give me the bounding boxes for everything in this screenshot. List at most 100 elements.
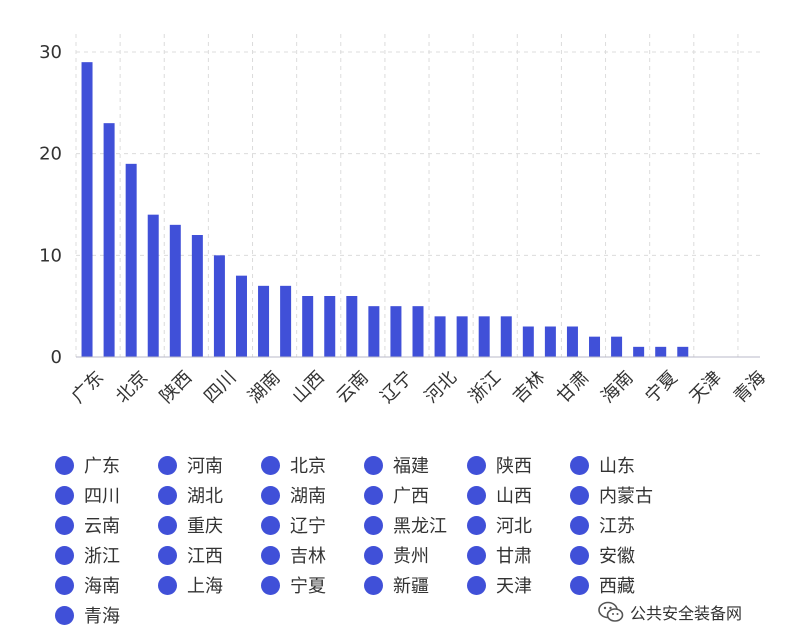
legend-marker [570, 455, 589, 475]
bar [456, 316, 468, 357]
legend-item[interactable]: 山东 [570, 450, 673, 480]
legend-label: 广东 [84, 456, 120, 477]
legend-marker [467, 575, 486, 595]
legend-item[interactable]: 黑龙江 [364, 510, 467, 540]
legend-item[interactable]: 湖南 [261, 480, 364, 510]
legend-item[interactable]: 新疆 [364, 570, 467, 600]
legend-marker [467, 485, 486, 505]
legend-label: 重庆 [187, 516, 223, 537]
legend-label: 西藏 [599, 576, 635, 597]
legend-item[interactable]: 内蒙古 [570, 480, 673, 510]
bar [125, 163, 137, 357]
bar [390, 306, 402, 357]
legend-item[interactable]: 陕西 [467, 450, 570, 480]
legend-item[interactable]: 云南 [55, 510, 158, 540]
watermark: 公共安全装备网 [598, 598, 742, 626]
legend-item[interactable]: 江苏 [570, 510, 673, 540]
bar [280, 285, 292, 357]
bar-chart: 0 10 20 30 广东 北京 陕西 四川 湖南 山西 云南 辽宁 河北 浙江 吉林 甘肃 海南 宁夏 天津 青海 [39, 34, 770, 407]
legend-marker [570, 545, 589, 565]
x-tick-label: 四川 [200, 367, 240, 407]
legend-marker [158, 575, 177, 595]
x-tick-label: 辽宁 [377, 367, 417, 407]
legend-label: 河南 [187, 456, 223, 477]
x-tick-label: 北京 [112, 367, 152, 407]
legend-item[interactable]: 贵州 [364, 540, 467, 570]
legend-label: 海南 [84, 576, 120, 597]
watermark-text: 公共安全装备网 [630, 604, 743, 623]
legend-label: 宁夏 [290, 576, 326, 597]
bar [368, 306, 380, 357]
legend-item[interactable]: 辽宁 [261, 510, 364, 540]
wechat-icon [598, 601, 624, 622]
legend-item[interactable]: 四川 [55, 480, 158, 510]
legend-marker [158, 515, 177, 535]
bar [412, 306, 424, 357]
legend-marker [364, 485, 383, 505]
legend-label: 安徽 [599, 546, 635, 567]
legend-item[interactable]: 宁夏 [261, 570, 364, 600]
x-tick-label: 陕西 [156, 367, 196, 407]
legend-label: 江西 [187, 546, 223, 567]
legend-item[interactable]: 吉林 [261, 540, 364, 570]
legend-item[interactable]: 福建 [364, 450, 467, 480]
x-axis: 广东 北京 陕西 四川 湖南 山西 云南 辽宁 河北 浙江 吉林 甘肃 海南 宁夏 天津 青海 [68, 367, 770, 407]
bar [633, 346, 645, 357]
legend-item[interactable]: 青海 [55, 600, 158, 630]
legend-marker [55, 515, 74, 535]
y-tick-label: 0 [51, 347, 62, 368]
legend-label: 辽宁 [290, 516, 326, 537]
legend-item[interactable]: 河南 [158, 450, 261, 480]
bar [500, 316, 512, 357]
legend-marker [467, 515, 486, 535]
legend-item[interactable]: 河北 [467, 510, 570, 540]
x-tick-label: 山西 [288, 367, 328, 407]
legend-marker [570, 515, 589, 535]
legend-item[interactable]: 安徽 [570, 540, 673, 570]
bar [302, 296, 314, 357]
x-tick-label: 云南 [332, 367, 372, 407]
x-tick-label: 浙江 [465, 367, 505, 407]
legend-item[interactable]: 甘肃 [467, 540, 570, 570]
legend-item[interactable]: 浙江 [55, 540, 158, 570]
bar [522, 326, 534, 357]
x-tick-label: 海南 [597, 367, 637, 407]
legend-marker [467, 545, 486, 565]
legend-label: 天津 [496, 576, 532, 597]
legend-marker [158, 455, 177, 475]
legend-label: 浙江 [84, 546, 120, 567]
bars [81, 62, 689, 358]
legend-marker [364, 515, 383, 535]
legend-item[interactable]: 湖北 [158, 480, 261, 510]
legend-item[interactable]: 北京 [261, 450, 364, 480]
legend-item[interactable]: 重庆 [158, 510, 261, 540]
legend-item[interactable]: 上海 [158, 570, 261, 600]
legend-item[interactable]: 广西 [364, 480, 467, 510]
bar [147, 214, 159, 357]
bar [611, 336, 623, 357]
legend-item[interactable]: 广东 [55, 450, 158, 480]
legend-marker [364, 455, 383, 475]
legend-item[interactable]: 海南 [55, 570, 158, 600]
legend-item[interactable]: 山西 [467, 480, 570, 510]
legend-marker [261, 485, 280, 505]
bar [235, 275, 247, 357]
legend-label: 贵州 [393, 546, 429, 567]
legend-label: 陕西 [496, 456, 532, 477]
bar [191, 235, 203, 357]
legend-item[interactable]: 江西 [158, 540, 261, 570]
y-tick-label: 20 [39, 144, 62, 165]
legend-marker [364, 545, 383, 565]
bar [434, 316, 446, 357]
legend-label: 新疆 [393, 576, 429, 597]
legend-item[interactable]: 西藏 [570, 570, 673, 600]
bar [324, 296, 336, 357]
legend-item[interactable]: 天津 [467, 570, 570, 600]
legend-label: 甘肃 [496, 546, 532, 567]
legend-marker [55, 485, 74, 505]
legend-label: 广西 [393, 486, 429, 507]
bar [544, 326, 556, 357]
bar [478, 316, 490, 357]
y-axis: 0 10 20 30 [39, 42, 62, 368]
bar [655, 346, 667, 357]
